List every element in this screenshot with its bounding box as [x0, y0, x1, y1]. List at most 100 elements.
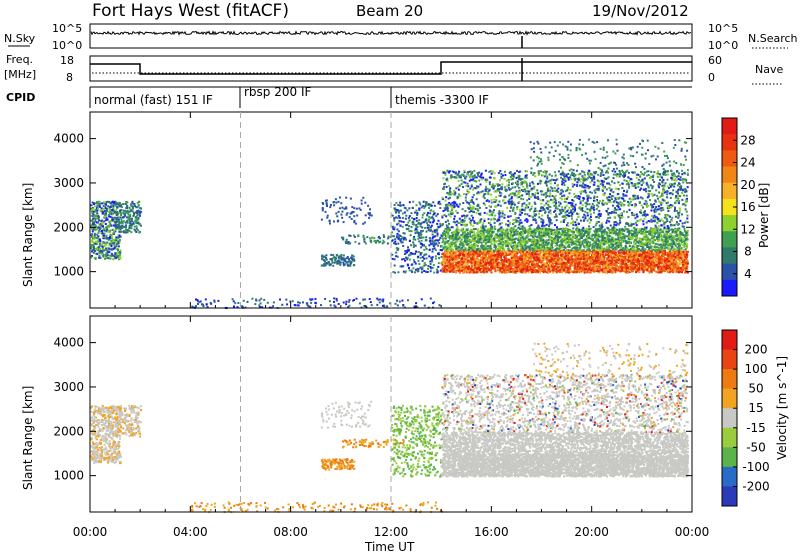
data-cell — [122, 230, 125, 233]
data-cell — [675, 261, 678, 264]
data-cell — [583, 258, 585, 261]
data-cell — [438, 304, 441, 307]
data-cell — [412, 200, 415, 203]
data-cell — [395, 236, 398, 239]
data-cell — [133, 212, 136, 215]
data-cell — [404, 250, 407, 252]
data-cell — [672, 263, 675, 266]
data-cell — [471, 259, 474, 262]
data-cell — [405, 250, 408, 253]
data-cell — [332, 201, 335, 204]
data-cell — [580, 269, 583, 272]
data-cell — [115, 253, 118, 256]
data-cell — [437, 244, 440, 247]
data-cell — [347, 300, 350, 303]
data-cell — [359, 208, 362, 211]
data-cell — [398, 216, 401, 219]
data-cell — [92, 218, 95, 221]
data-cell — [561, 262, 564, 265]
data-cell — [128, 210, 131, 213]
data-cell — [416, 212, 419, 215]
data-cell — [537, 253, 540, 256]
data-cell — [395, 255, 398, 258]
data-cell — [435, 239, 438, 242]
data-cell — [109, 202, 112, 205]
data-cell — [399, 209, 402, 212]
data-cell — [456, 250, 459, 253]
data-cell — [588, 271, 590, 274]
data-cell — [463, 258, 466, 261]
data-cell — [424, 226, 427, 229]
data-cell — [402, 232, 405, 235]
data-cell — [435, 230, 438, 233]
data-cell — [585, 268, 588, 271]
data-cell — [633, 260, 636, 262]
data-cell — [657, 261, 660, 264]
data-cell — [506, 250, 509, 253]
data-cell — [93, 246, 95, 249]
data-cell — [117, 205, 120, 208]
data-cell — [576, 254, 579, 257]
data-cell — [259, 306, 262, 309]
data-cell — [594, 266, 597, 269]
data-cell — [408, 269, 411, 272]
data-cell — [129, 218, 132, 221]
data-cell — [459, 253, 462, 256]
data-cell — [131, 202, 134, 205]
data-cell — [92, 203, 95, 205]
data-cell — [466, 259, 469, 262]
data-cell — [410, 226, 413, 229]
data-cell — [496, 257, 499, 260]
data-cell — [90, 234, 93, 237]
data-cell — [91, 239, 94, 242]
data-cell — [104, 213, 107, 216]
data-cell — [124, 202, 127, 205]
data-cell — [381, 304, 384, 307]
data-cell — [355, 297, 358, 300]
data-cell — [91, 208, 94, 211]
data-cell — [408, 207, 411, 210]
data-cell — [480, 271, 482, 274]
data-cell — [452, 252, 455, 255]
data-cell — [102, 208, 105, 211]
data-cell — [111, 236, 113, 239]
data-cell — [330, 253, 333, 256]
data-cell — [345, 300, 348, 303]
data-cell — [458, 253, 461, 255]
data-cell — [437, 239, 439, 242]
data-cell — [236, 306, 239, 309]
data-cell — [96, 209, 99, 212]
data-cell — [140, 210, 143, 213]
data-cell — [432, 245, 435, 248]
data-cell — [97, 231, 100, 234]
data-cell — [566, 269, 568, 272]
data-cell — [118, 201, 121, 204]
data-cell — [213, 299, 216, 302]
data-cell — [566, 252, 569, 255]
data-cell — [511, 259, 514, 262]
data-cell — [108, 242, 111, 245]
data-cell — [439, 249, 442, 251]
data-cell — [437, 226, 440, 229]
data-cell — [426, 226, 429, 229]
data-cell — [349, 242, 352, 245]
data-cell — [98, 242, 101, 245]
data-cell — [668, 258, 671, 261]
data-cell — [103, 254, 106, 257]
data-cell — [643, 251, 646, 254]
data-cell — [427, 203, 430, 206]
data-cell — [337, 200, 340, 203]
data-cell — [120, 220, 123, 223]
data-cell — [462, 270, 464, 273]
data-cell — [550, 256, 553, 259]
data-cell — [353, 299, 355, 301]
data-cell — [501, 260, 504, 263]
data-cell — [414, 211, 416, 214]
data-cell — [467, 261, 470, 264]
data-cell — [293, 304, 296, 306]
data-cell — [328, 300, 331, 303]
data-cell — [439, 225, 442, 228]
data-cell — [542, 271, 545, 274]
noise-left-tick-bottom: 10^0 — [52, 39, 82, 52]
data-cell — [475, 264, 478, 267]
